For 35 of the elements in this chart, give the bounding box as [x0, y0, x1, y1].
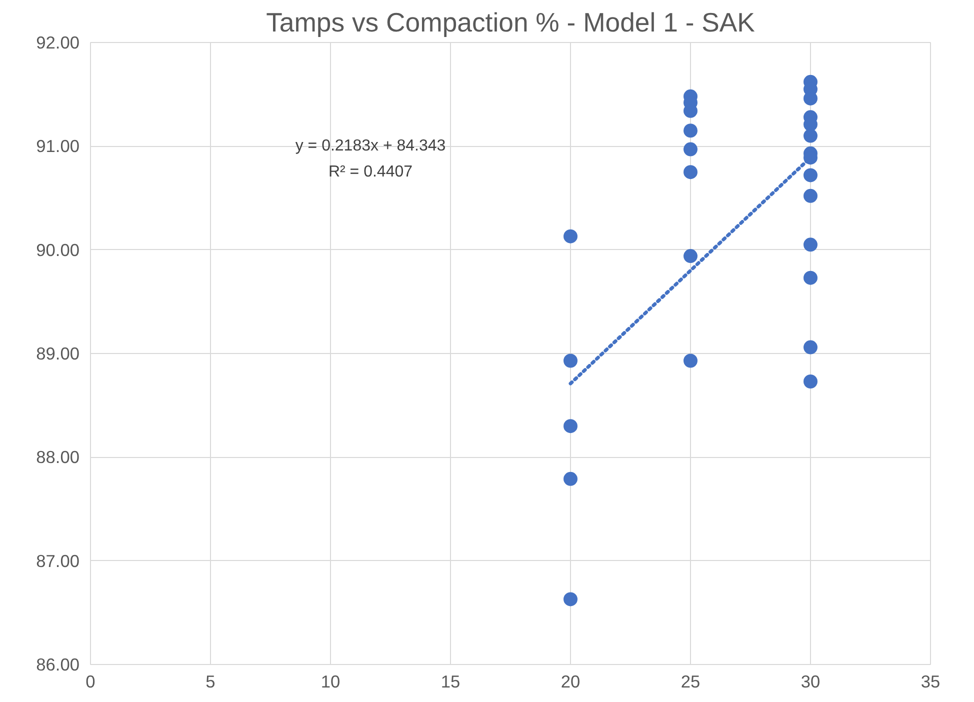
y-tick-label: 91.00	[36, 136, 80, 156]
x-tick-label: 30	[800, 672, 820, 692]
x-tick-label: 15	[440, 672, 460, 692]
point	[804, 188, 818, 203]
point	[684, 354, 698, 368]
y-tick-label: 89.00	[36, 344, 80, 364]
point	[684, 142, 698, 156]
x-tick-label: 5	[206, 672, 216, 692]
point	[804, 128, 818, 143]
point	[804, 374, 818, 388]
x-tick-label: 20	[560, 672, 580, 692]
point	[564, 354, 578, 368]
point	[684, 165, 698, 180]
x-tick-label: 10	[320, 672, 340, 692]
point	[564, 419, 578, 434]
y-tick-label: 92.00	[36, 32, 80, 52]
point	[684, 249, 698, 264]
point	[564, 592, 578, 606]
y-tick-label: 86.00	[36, 654, 80, 674]
point	[564, 229, 578, 244]
point	[684, 124, 698, 138]
annotation: R² = 0.4407	[328, 164, 413, 180]
point	[804, 340, 818, 354]
y-tick-label: 87.00	[36, 550, 80, 571]
point	[804, 238, 818, 252]
point	[804, 270, 818, 285]
x-tick-label: 35	[920, 672, 940, 692]
point	[804, 168, 818, 182]
y-tick-label: 88.00	[36, 447, 80, 468]
annotation: y = 0.2183x + 84.343	[295, 138, 446, 154]
chart-title: Tamps vs Compaction % - Model 1 - SAK	[266, 8, 756, 38]
point	[564, 472, 578, 486]
x-tick-label: 25	[680, 672, 700, 692]
x-tick-label: 0	[86, 672, 96, 692]
y-tick-label: 90.00	[36, 240, 80, 260]
